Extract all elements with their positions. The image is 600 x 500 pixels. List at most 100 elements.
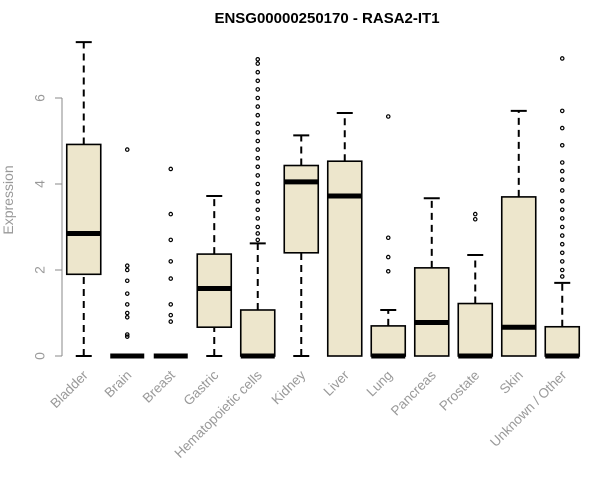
box-group [370,114,407,359]
outlier-point [559,125,565,131]
outlier-point [385,235,391,241]
outlier-point [255,138,261,144]
outlier-point [255,237,261,243]
y-tick-label: 4 [32,180,48,188]
boxes [65,41,581,359]
x-tick-label: Brain [101,368,134,401]
x-tick-label: Liver [321,367,353,399]
outlier-point [168,276,174,281]
outlier-point [255,173,261,178]
outlier-point [255,147,261,152]
outlier-point [255,104,261,109]
outlier-point [255,130,261,135]
box-group [413,197,450,357]
outlier-point [255,87,261,92]
outlier-point [168,166,174,172]
outlier-point [559,143,565,148]
outlier-point [124,334,130,339]
outlier-point [559,207,565,213]
outlier-point [385,254,391,260]
outlier-point [559,216,565,221]
outlier-point [385,268,391,274]
x-tick-label: Pancreas [388,367,439,418]
outlier-point [559,160,565,165]
outlier-point [255,95,261,101]
outlier-point [255,164,261,170]
outlier-point [168,259,174,264]
box [457,302,494,357]
box [65,143,102,276]
outlier-point [255,61,261,66]
box [413,267,450,357]
outlier-point [559,56,565,61]
outlier-point [255,190,261,195]
outlier-point [559,233,565,238]
outlier-point [124,147,130,152]
outlier-point [559,188,565,193]
y-axis: 0 2 4 6 [32,94,63,360]
outlier-point [255,155,261,161]
x-tick-label: Gastric [181,367,222,408]
outlier-point [559,267,565,273]
box-group [196,195,233,357]
outlier-point [255,224,261,230]
box [239,309,276,357]
box [283,164,320,254]
outlier-point [124,278,130,284]
outlier-point [385,114,391,119]
outlier-point [559,241,565,247]
outlier-point [255,78,261,84]
outlier-point [559,168,565,174]
y-tick-label: 2 [32,266,48,274]
outlier-point [255,56,261,62]
outlier-point [559,224,565,230]
box-group [153,166,188,359]
box [326,160,363,357]
outlier-point [255,121,261,127]
box-group [110,147,145,359]
outlier-point [168,211,174,217]
box-group [544,56,581,359]
y-tick-label: 6 [32,94,48,102]
outlier-point [255,69,261,75]
outlier-point [559,274,565,279]
outlier-point [124,267,130,273]
outlier-point [124,291,130,296]
outlier-point [255,112,261,118]
outlier-point [472,211,478,217]
outlier-point [168,319,174,324]
x-tick-label: Lung [364,368,396,400]
outlier-point [559,198,565,204]
box-group [500,109,537,357]
box-group [457,211,494,359]
chart-title: ENSG00000250170 - RASA2-IT1 [214,10,439,27]
y-tick-label: 0 [32,352,48,360]
x-tick-label: Unknown / Other [487,367,570,450]
y-axis-label: Expression [0,165,16,234]
outlier-point [255,231,261,236]
outlier-point [124,263,130,269]
outlier-point [559,259,565,264]
box-group [326,112,363,357]
x-tick-label: Bladder [47,367,91,411]
outlier-point [472,216,478,222]
box-group [239,56,276,359]
outlier-point [168,312,174,318]
outlier-point [255,207,261,213]
outlier-point [124,314,130,320]
outlier-point [124,302,130,307]
outlier-point [559,250,565,256]
x-tick-label: Breast [140,367,178,405]
outlier-point [168,237,174,243]
box [500,196,537,357]
outlier-point [559,108,565,114]
x-tick-label: Prostate [436,368,482,414]
outlier-point [124,310,130,316]
box [370,325,407,357]
outlier-point [124,332,130,337]
x-tick-label: Kidney [269,367,309,407]
box-group [65,41,102,357]
outlier-point [559,177,565,183]
box [544,325,581,357]
